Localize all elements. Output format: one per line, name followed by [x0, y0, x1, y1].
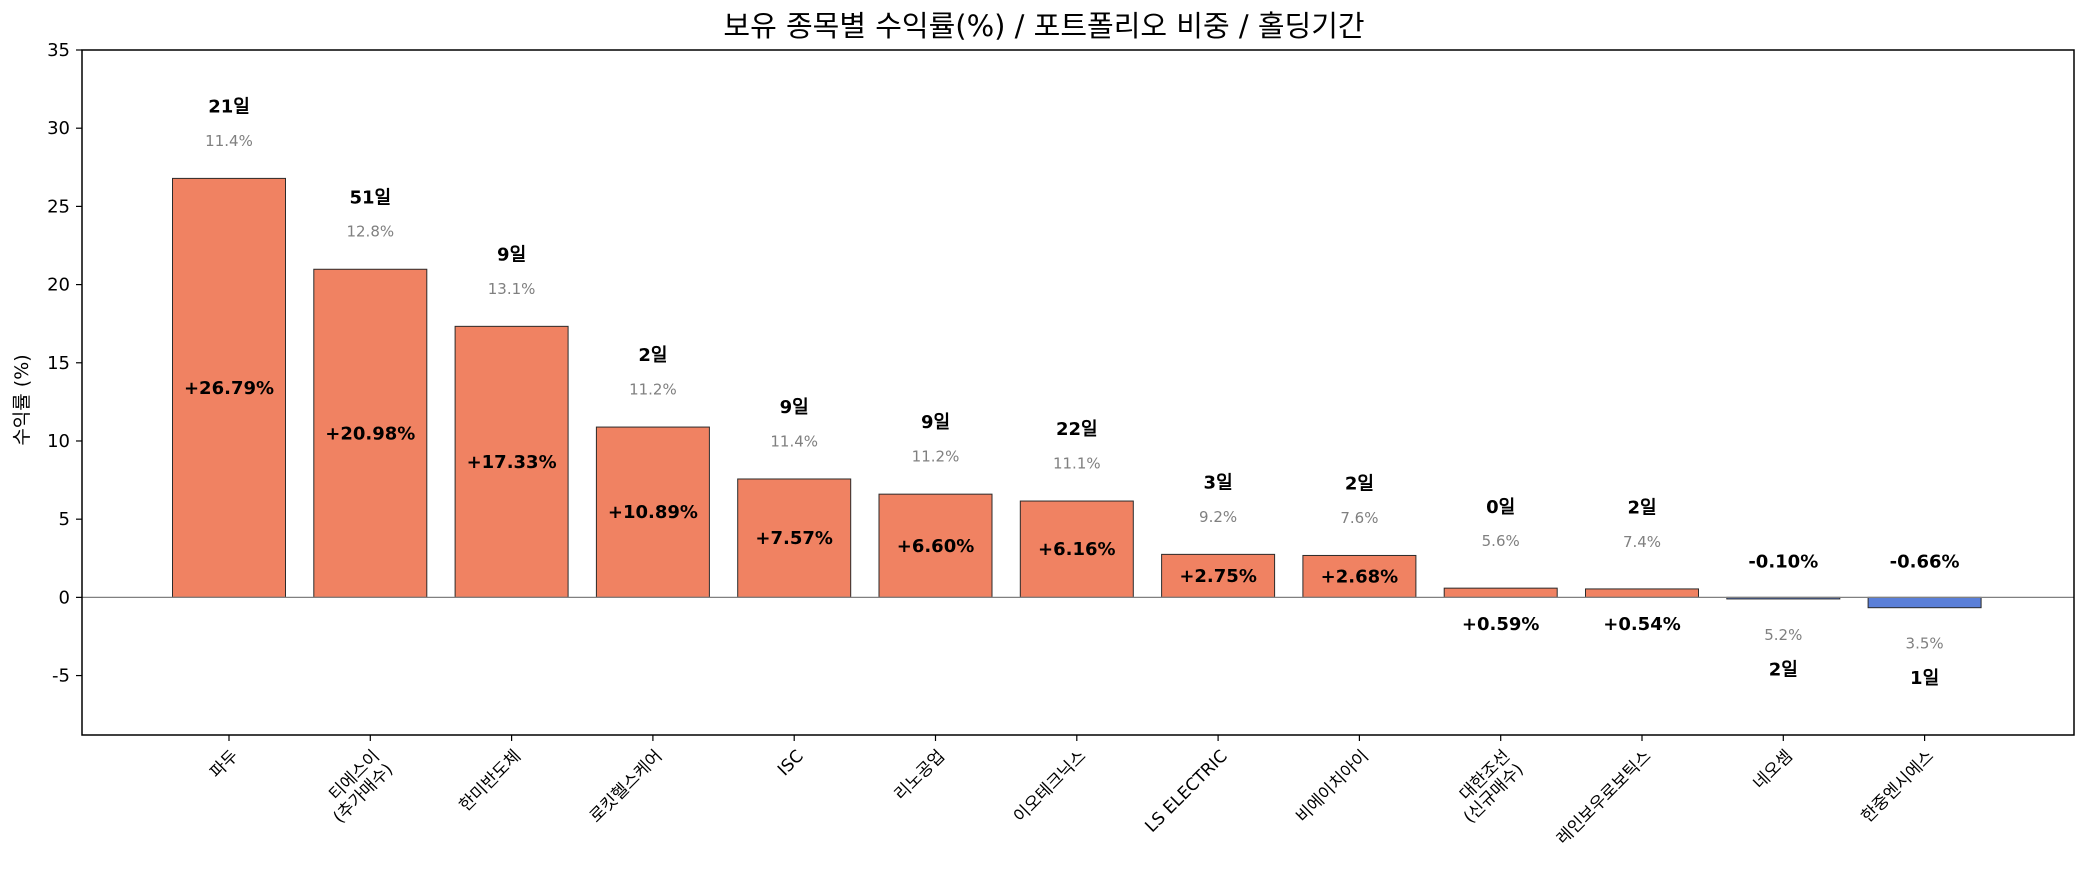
x-tick-label-group: 이오테크닉스	[1010, 746, 1090, 826]
x-tick-label-group: 비에이치아이	[1292, 746, 1372, 826]
value-label: +20.98%	[325, 423, 415, 444]
bar-annotations: +26.79% 11.4% 21일 +20.98% 12.8% 51일 +17.33% 13.…	[184, 96, 1960, 689]
y-tick-label: 35	[47, 40, 70, 61]
holding-days-label: 51일	[349, 187, 391, 208]
value-label: -0.10%	[1748, 551, 1818, 572]
bar	[737, 478, 852, 598]
holding-days-label: 0일	[1486, 497, 1515, 518]
y-tick-label: 0	[59, 587, 70, 608]
value-label: +17.33%	[467, 452, 557, 473]
bar	[1867, 596, 1982, 609]
x-tick-label: LS ELECTRIC	[1141, 746, 1231, 836]
holding-days-label: 9일	[921, 412, 950, 433]
x-tick-label: 비에이치아이	[1292, 746, 1372, 826]
x-tick-label: 한미반도체	[456, 746, 525, 815]
bar	[313, 268, 428, 598]
x-tick-label: ISC	[774, 746, 808, 780]
x-tick-label: 이오테크닉스	[1010, 746, 1090, 826]
weight-label: 11.1%	[1053, 455, 1101, 473]
x-tick-label-group: 티에스이(추가매수)	[325, 746, 397, 827]
holding-days-label: 22일	[1056, 419, 1098, 440]
y-tick-label: 25	[47, 196, 70, 217]
bars-layer	[172, 177, 1982, 609]
x-tick-label-group: 로킷헬스케어	[586, 746, 666, 826]
bar	[1585, 588, 1699, 598]
value-label: +0.54%	[1603, 614, 1681, 635]
weight-label: 9.2%	[1199, 508, 1237, 526]
bar	[172, 177, 286, 598]
weight-label: 11.2%	[629, 381, 677, 399]
value-label: +6.60%	[897, 536, 975, 557]
x-tick-label: 파두	[206, 746, 242, 782]
x-tick-label: 한중엔시에스	[1858, 746, 1938, 826]
x-tick-label: 레인보우로보틱스	[1553, 746, 1656, 849]
holding-days-label: 9일	[497, 244, 526, 265]
holding-days-label: 21일	[208, 96, 250, 117]
x-tick-label-group: 한중엔시에스	[1858, 746, 1938, 826]
value-label: +2.68%	[1321, 566, 1399, 587]
holding-days-label: 2일	[1769, 659, 1798, 680]
value-label: +7.57%	[755, 528, 833, 549]
x-tick-label-group: LS ELECTRIC	[1141, 746, 1231, 836]
value-label: +6.16%	[1038, 539, 1116, 560]
holding-days-label: 2일	[638, 345, 667, 366]
bar	[454, 325, 569, 598]
weight-label: 11.4%	[770, 432, 818, 450]
x-tick-label-group: 한미반도체	[456, 746, 525, 815]
weight-label: 7.6%	[1340, 509, 1378, 527]
value-label: -0.66%	[1890, 551, 1960, 572]
x-tick-label: 네오셈	[1750, 746, 1797, 793]
x-tick-label-group: 리노공업	[891, 746, 949, 804]
bar	[878, 493, 993, 598]
value-label: +2.75%	[1179, 566, 1257, 587]
y-tick-label: 5	[59, 509, 70, 530]
x-tick-label-group: 파두	[206, 746, 242, 782]
x-tick-label: 로킷헬스케어	[586, 746, 666, 826]
weight-label: 11.2%	[912, 448, 960, 466]
y-tick-label: 30	[47, 118, 70, 139]
x-tick-label: 리노공업	[891, 746, 949, 804]
y-tick-label: 20	[47, 275, 70, 296]
bar	[1161, 553, 1276, 598]
holding-days-label: 9일	[780, 397, 809, 418]
x-tick-label-group: 레인보우로보틱스	[1553, 746, 1656, 849]
y-tick-label: -5	[52, 666, 70, 687]
x-axis-ticks: 파두 티에스이(추가매수) 한미반도체 로킷헬스케어 ISC 리노공업 이오테크닉스 LS E…	[206, 735, 1938, 849]
value-label: +0.59%	[1462, 614, 1540, 635]
weight-label: 11.4%	[205, 132, 253, 150]
value-label: +10.89%	[608, 502, 698, 523]
weight-label: 5.6%	[1482, 532, 1520, 550]
weight-label: 5.2%	[1764, 626, 1802, 644]
weight-label: 12.8%	[346, 223, 394, 241]
plot-frame	[81, 49, 2075, 736]
y-tick-label: 10	[47, 431, 70, 452]
y-axis-label: 수익률 (%)	[11, 354, 33, 445]
y-axis-ticks: -5 0 5 10 15 20 25 30 35	[47, 40, 82, 687]
chart-title: 보유 종목별 수익률(%) / 포트폴리오 비중 / 홀딩기간	[723, 9, 1364, 43]
bar	[595, 426, 710, 598]
holding-days-label: 3일	[1204, 472, 1233, 493]
weight-label: 13.1%	[488, 280, 536, 298]
y-tick-label: 15	[47, 353, 70, 374]
x-tick-label-group: ISC	[774, 746, 808, 780]
x-tick-label-group: 대한조선(신규매수)	[1456, 746, 1528, 827]
bar	[1443, 587, 1558, 598]
holding-days-label: 2일	[1345, 474, 1374, 495]
holding-days-label: 1일	[1910, 668, 1939, 689]
value-label: +26.79%	[184, 378, 274, 399]
x-tick-label-group: 네오셈	[1750, 746, 1797, 793]
holding-days-label: 2일	[1627, 498, 1656, 519]
weight-label: 3.5%	[1906, 635, 1944, 653]
weight-label: 7.4%	[1623, 533, 1661, 551]
